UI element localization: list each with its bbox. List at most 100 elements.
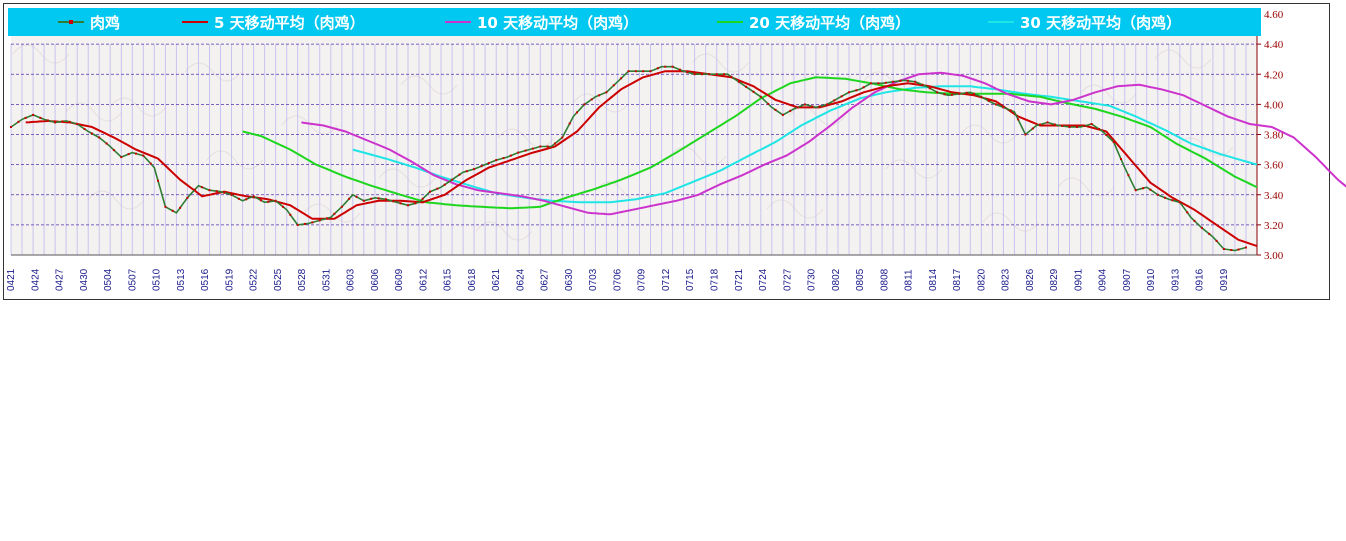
data-point	[811, 105, 814, 108]
data-point	[943, 93, 946, 96]
data-point	[634, 70, 637, 73]
data-point	[752, 90, 755, 93]
data-point	[1039, 123, 1042, 126]
x-tick-label: 0826	[1025, 268, 1036, 291]
data-point	[252, 195, 255, 198]
data-point	[370, 197, 373, 200]
texture-swirl	[184, 62, 242, 82]
data-point	[1083, 125, 1086, 127]
data-point	[1053, 123, 1056, 126]
data-point	[921, 83, 924, 86]
texture-swirl	[885, 159, 943, 179]
x-tick-label: 0904	[1098, 268, 1109, 291]
data-point	[906, 79, 909, 82]
x-tick-label: 0709	[637, 268, 648, 291]
data-point	[436, 187, 439, 190]
data-point	[1090, 123, 1093, 125]
data-point	[870, 82, 873, 85]
data-point	[157, 179, 159, 182]
x-tick-label: 0805	[855, 268, 866, 291]
data-point	[282, 205, 284, 208]
texture-swirl	[669, 146, 727, 166]
x-tick-label: 0430	[79, 268, 90, 291]
data-point	[509, 154, 512, 157]
data-point	[340, 205, 343, 208]
data-point	[517, 151, 520, 154]
x-tick-label: 0724	[758, 268, 769, 291]
data-point	[899, 79, 902, 82]
data-point	[311, 221, 314, 224]
data-point	[1002, 106, 1005, 109]
x-tick-label: 0603	[346, 268, 357, 291]
texture-swirl	[982, 212, 1040, 232]
data-point	[583, 103, 586, 106]
data-point	[730, 75, 733, 78]
legend-label: 肉鸡	[90, 14, 120, 32]
data-point	[789, 109, 792, 112]
data-point	[1127, 174, 1130, 177]
data-point	[818, 105, 821, 108]
x-tick-label: 0525	[273, 268, 284, 291]
x-tick-label: 0910	[1146, 268, 1157, 291]
x-tick-label: 0618	[467, 268, 478, 291]
data-point	[524, 149, 527, 152]
x-tick-label: 0814	[928, 268, 939, 291]
data-point	[230, 193, 233, 196]
data-point	[539, 145, 542, 148]
data-point	[950, 93, 953, 96]
x-tick-label: 0621	[491, 268, 502, 291]
data-point	[90, 132, 93, 135]
data-point	[179, 206, 182, 209]
x-tick-label: 0721	[734, 268, 745, 291]
data-point	[201, 186, 204, 189]
data-point	[1134, 189, 1137, 192]
x-tick-label: 0817	[952, 268, 963, 291]
data-point	[840, 95, 843, 98]
data-point	[803, 103, 806, 106]
data-point	[1215, 239, 1218, 242]
texture-swirl	[475, 221, 533, 241]
data-point	[1112, 141, 1115, 143]
data-point	[1222, 248, 1225, 250]
data-point	[68, 120, 71, 123]
data-point	[1156, 193, 1159, 196]
data-point	[1171, 199, 1174, 202]
data-point	[1031, 127, 1034, 130]
y-tick-label: 3.60	[1264, 160, 1284, 172]
data-point	[407, 204, 409, 207]
legend: 肉鸡 5 天移动平均（肉鸡） 10 天移动平均（肉鸡） 20 天移动平均（肉鸡） 30 …	[58, 14, 1181, 32]
x-tick-label: 0808	[879, 268, 890, 291]
data-point	[612, 84, 615, 87]
data-point	[649, 70, 652, 73]
data-point	[774, 108, 777, 111]
x-tick-label: 0823	[1001, 268, 1012, 291]
data-point	[465, 170, 468, 173]
data-point	[17, 120, 20, 123]
data-point	[568, 122, 571, 125]
data-point	[480, 165, 483, 168]
y-tick-label: 3.40	[1264, 190, 1284, 202]
x-tick-label: 0516	[200, 268, 211, 291]
data-point	[24, 116, 27, 119]
y-tick-label: 3.00	[1264, 250, 1284, 262]
data-point	[384, 198, 387, 201]
x-tick-label: 0427	[55, 268, 66, 291]
texture-swirl	[87, 190, 145, 210]
data-point	[678, 68, 681, 71]
texture-swirl	[65, 102, 123, 122]
texture-swirl	[1057, 177, 1115, 197]
legend-label: 5 天移动平均（肉鸡）	[214, 14, 365, 32]
data-point	[223, 191, 226, 194]
y-tick-label: 4.20	[1264, 69, 1284, 81]
x-tick-label: 0811	[904, 269, 915, 291]
data-point	[208, 189, 211, 192]
data-point	[377, 197, 380, 200]
data-point	[215, 190, 218, 193]
data-point	[576, 111, 578, 114]
x-tick-label: 0528	[297, 268, 308, 291]
legend-marker	[69, 20, 73, 24]
data-point	[1061, 125, 1064, 127]
data-point	[142, 154, 145, 157]
x-tick-label: 0727	[782, 268, 793, 291]
texture-swirl	[960, 124, 1018, 144]
